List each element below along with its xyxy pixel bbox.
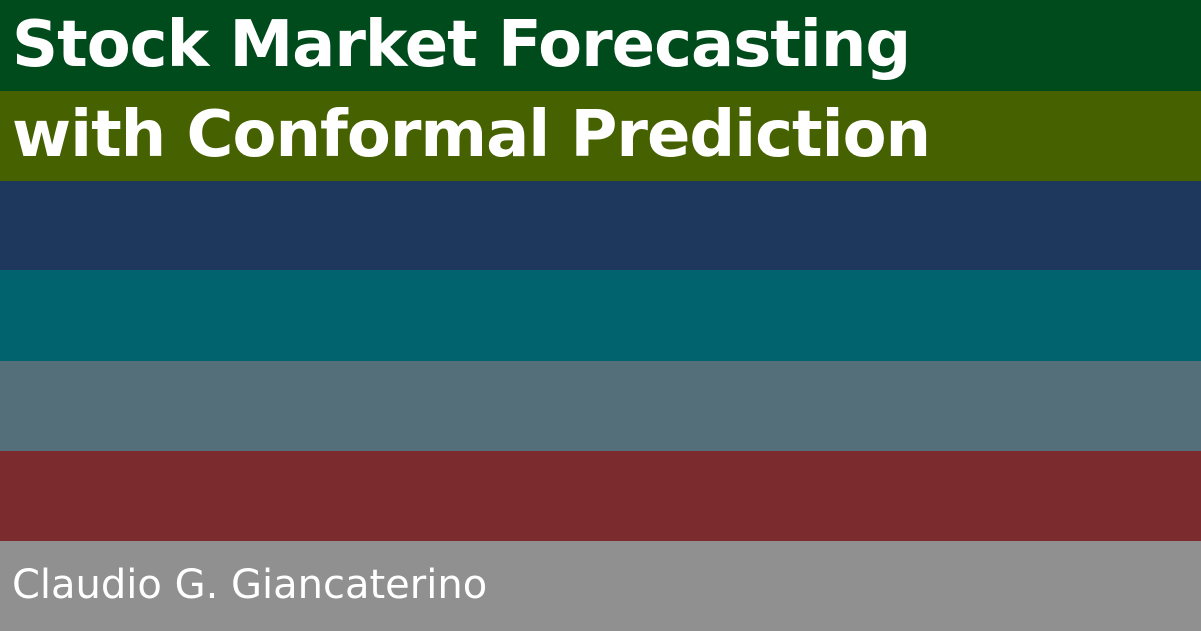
stripe-olive-green [0,91,1201,181]
stripe-gray [0,541,1201,631]
author-name: Claudio G. Giancaterino [12,562,488,608]
stripe-maroon [0,451,1201,541]
stripe-dark-green [0,0,1201,91]
title-line-1: Stock Market Forecasting [12,8,911,82]
stripe-navy [0,181,1201,270]
stripe-teal [0,270,1201,361]
title-line-2: with Conformal Prediction [12,98,931,172]
stripe-slate [0,361,1201,451]
page-title: Stock Market Forecasting with Conformal … [12,0,931,180]
